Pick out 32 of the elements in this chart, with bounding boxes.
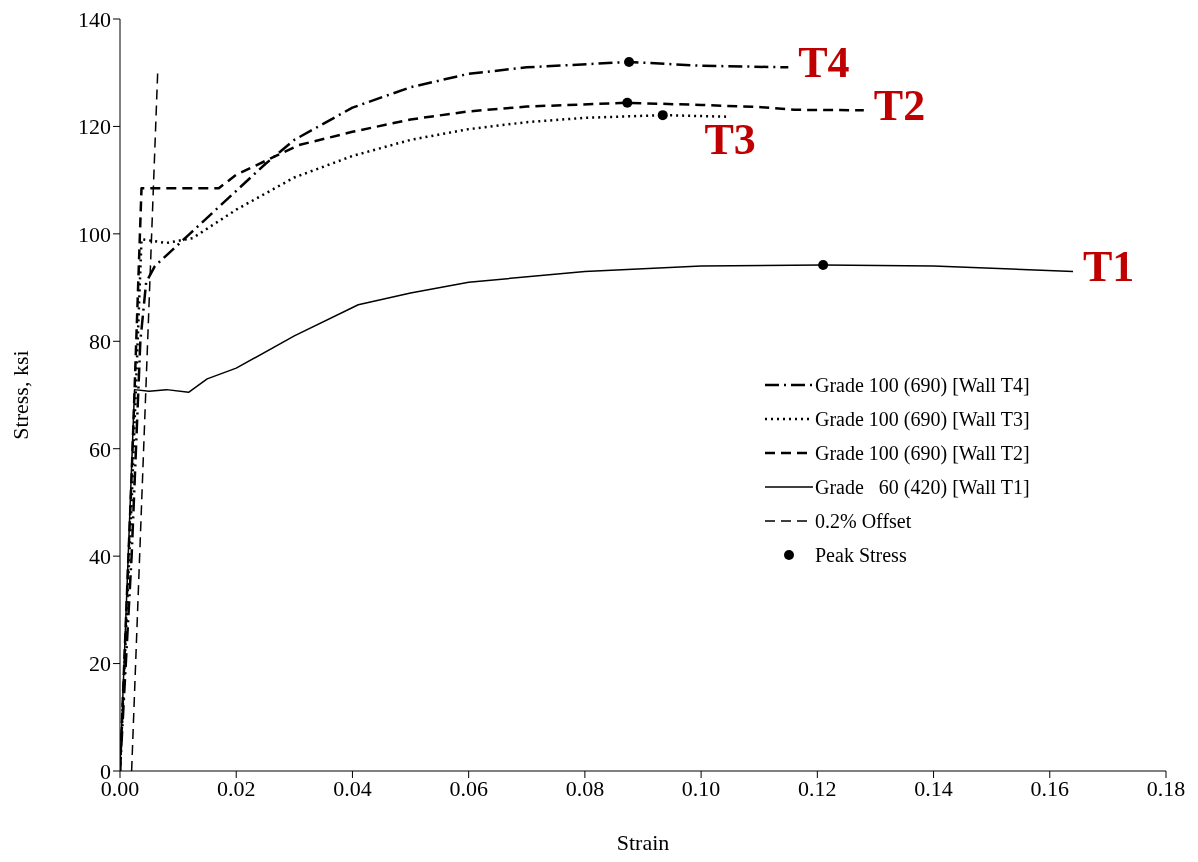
- legend-label: Grade 100 (690) [Wall T4]: [815, 373, 1030, 397]
- x-tick-label: 0.02: [216, 775, 256, 801]
- point: [818, 260, 829, 271]
- annotation: T4: [798, 38, 850, 88]
- y-tick-label: 140: [78, 6, 111, 32]
- x-tick-label: 0.08: [565, 775, 605, 801]
- point: [657, 110, 668, 121]
- y-tick-label: 120: [78, 114, 111, 140]
- x-tick-label: 0.14: [914, 775, 953, 801]
- x-axis-title: Strain: [616, 830, 670, 855]
- x-tick-label: 0.10: [681, 775, 721, 801]
- x-tick-label: 0.12: [798, 775, 837, 801]
- x-tick-label: 0.06: [449, 775, 488, 801]
- point: [622, 97, 633, 108]
- annotation: T2: [873, 81, 926, 131]
- y-tick-label: 100: [78, 221, 111, 247]
- point: [624, 56, 635, 67]
- annotation: T3: [704, 114, 756, 164]
- x-tick-label: 0.18: [1146, 775, 1186, 801]
- y-axis-title: Stress, ksi: [7, 350, 33, 440]
- y-tick-label: 80: [89, 329, 111, 355]
- legend-label: Grade 100 (690) [Wall T3]: [815, 407, 1030, 431]
- y-tick-label: 20: [89, 651, 111, 677]
- x-tick-label: 0.16: [1030, 775, 1070, 801]
- y-tick-label: 60: [89, 436, 111, 462]
- y-tick-label: 40: [89, 543, 111, 569]
- annotation: T1: [1083, 242, 1135, 292]
- legend-label: Peak Stress: [815, 543, 907, 567]
- legend-label: 0.2% Offset: [815, 509, 912, 533]
- legend-label: Grade 60 (420) [Wall T1]: [815, 475, 1030, 499]
- legend-label: Grade 100 (690) [Wall T2]: [815, 441, 1030, 465]
- x-tick-label: 0.04: [333, 775, 372, 801]
